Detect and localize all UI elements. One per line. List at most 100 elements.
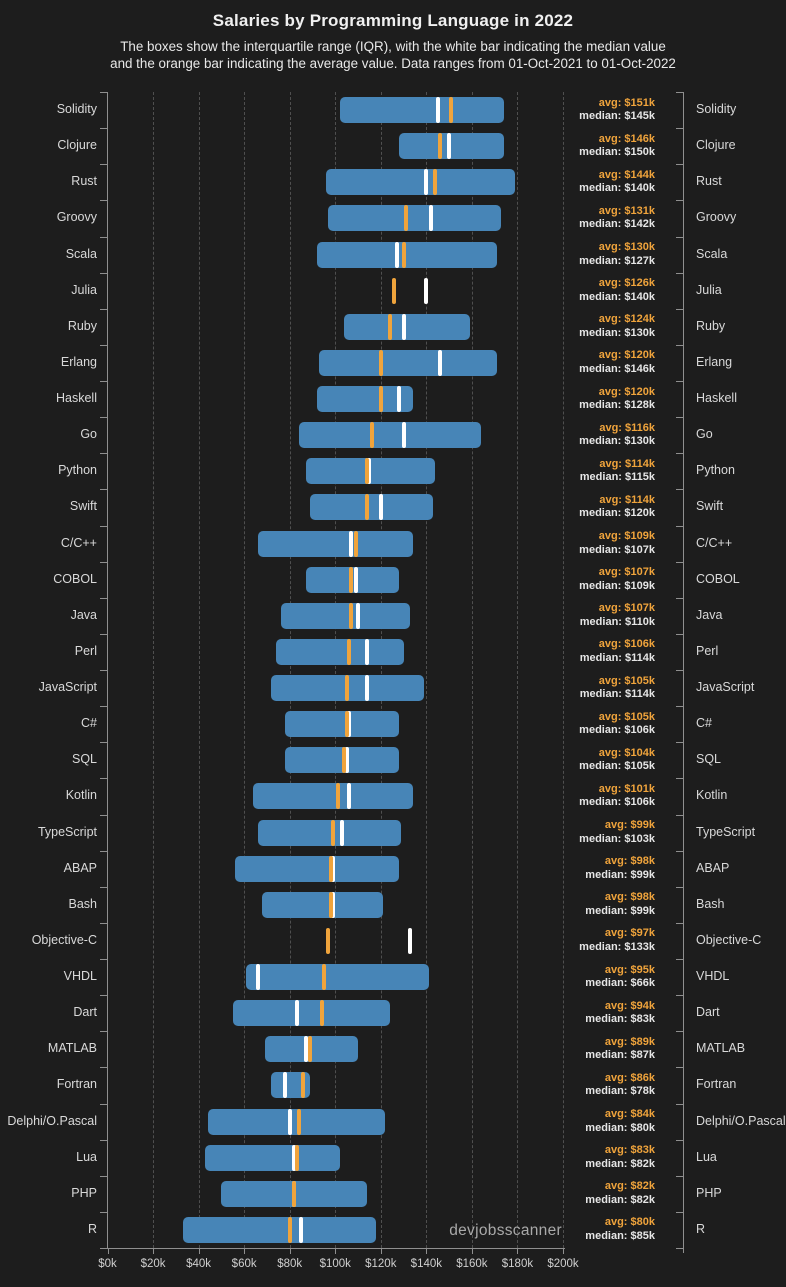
avg-annotation: avg: $120k [598, 349, 655, 362]
y-axis-tick-right [676, 742, 683, 744]
avg-bar [330, 819, 335, 846]
chart-subtitle-line-2: and the orange bar indicating the averag… [110, 56, 676, 71]
y-axis-tick-right [676, 886, 683, 888]
median-annotation: median: $109k [579, 579, 655, 592]
y-axis-tick-right [676, 417, 683, 419]
median-bar [365, 638, 370, 665]
avg-annotation: avg: $98k [604, 855, 655, 868]
y-axis-tick-right [676, 633, 683, 635]
median-annotation: median: $114k [579, 651, 655, 664]
y-axis-tick-left [100, 1211, 107, 1213]
language-label-left: ABAP [63, 860, 97, 875]
avg-annotation: avg: $106k [598, 638, 655, 651]
language-label-left: VHDL [63, 969, 97, 984]
x-axis-tick [107, 1248, 109, 1254]
avg-annotation: avg: $101k [598, 782, 655, 795]
y-axis-tick-left [100, 417, 107, 419]
median-annotation: median: $103k [579, 832, 655, 845]
avg-bar [387, 313, 392, 340]
y-axis-tick-left [100, 959, 107, 960]
y-axis-tick-right [676, 850, 683, 852]
iqr-box [207, 1108, 386, 1135]
language-label-left: Ruby [67, 318, 97, 333]
row-annotation: avg: $130k median: $127k [579, 241, 655, 268]
avg-bar [294, 1144, 299, 1171]
avg-annotation: avg: $146k [598, 132, 655, 145]
y-axis-tick-left [100, 164, 107, 166]
iqr-box [298, 422, 481, 449]
avg-bar [326, 927, 331, 954]
y-axis-tick-left [100, 995, 107, 997]
chart-subtitle-line-1: The boxes show the interquartile range (… [120, 39, 666, 54]
median-annotation: median: $78k [585, 1085, 655, 1098]
median-bar [294, 1000, 299, 1027]
x-axis-tick [380, 1248, 382, 1254]
language-label-left: Solidity [56, 102, 97, 117]
x-tick-label: $80k [277, 1258, 303, 1270]
y-axis-left [107, 92, 108, 1249]
median-annotation: median: $115k [579, 471, 655, 484]
median-annotation: median: $140k [579, 182, 655, 195]
y-axis-tick-left [100, 525, 107, 527]
y-axis-tick-left [100, 742, 107, 744]
avg-annotation: avg: $80k [604, 1216, 655, 1229]
language-label-left: Perl [74, 643, 97, 658]
avg-bar [328, 891, 333, 918]
median-annotation: median: $128k [579, 399, 655, 412]
row-annotation: avg: $99k median: $103k [579, 819, 655, 846]
median-bar [408, 927, 413, 954]
y-axis-tick-left [100, 272, 107, 274]
median-bar [346, 783, 351, 810]
avg-bar [365, 458, 370, 485]
language-label-right: SQL [696, 752, 722, 767]
row-annotation: avg: $114k median: $115k [580, 458, 655, 485]
row-annotation: avg: $83k median: $82k [585, 1144, 655, 1171]
language-label-right: VHDL [696, 969, 730, 984]
median-bar [394, 241, 399, 268]
y-axis-tick-right [676, 1211, 683, 1213]
row-annotation: avg: $126k median: $140k [579, 277, 655, 304]
y-axis-tick-right [676, 1067, 683, 1069]
row-annotation: avg: $84k median: $80k [585, 1108, 655, 1135]
gridline [380, 92, 382, 1248]
median-bar [344, 747, 349, 774]
avg-bar [321, 964, 326, 991]
avg-bar [378, 349, 383, 376]
language-label-right: Solidity [696, 102, 737, 117]
y-axis-tick-right [676, 272, 683, 274]
row-annotation: avg: $97k median: $133k [579, 927, 655, 954]
iqr-box [399, 133, 504, 160]
y-axis-tick-right [676, 1175, 683, 1177]
avg-annotation: avg: $105k [598, 674, 655, 687]
language-label-left: Fortran [56, 1077, 97, 1092]
avg-bar [342, 747, 347, 774]
gridline [244, 92, 246, 1248]
avg-annotation: avg: $126k [598, 277, 655, 290]
iqr-box [285, 711, 400, 738]
language-label-left: Lua [76, 1149, 97, 1164]
language-label-left: Clojure [57, 138, 97, 153]
language-label-right: Lua [696, 1149, 717, 1164]
language-label-left: Rust [71, 174, 97, 189]
median-annotation: median: $145k [579, 110, 655, 123]
median-annotation: median: $105k [579, 760, 655, 773]
language-label-right: C/C++ [696, 535, 733, 550]
median-bar [435, 97, 440, 124]
iqr-box [339, 97, 504, 124]
language-label-right: Groovy [696, 210, 737, 225]
language-label-right: Go [696, 427, 713, 442]
iqr-box [276, 638, 404, 665]
y-axis-tick-left [100, 453, 107, 455]
y-axis-tick-left [100, 1067, 107, 1069]
avg-annotation: avg: $105k [598, 710, 655, 723]
x-tick-label: $200k [547, 1258, 579, 1270]
iqr-box [232, 1000, 390, 1027]
median-bar [255, 964, 260, 991]
x-tick-label: $140k [410, 1258, 443, 1270]
row-annotation: avg: $105k median: $106k [579, 711, 655, 738]
avg-annotation: avg: $89k [604, 1035, 655, 1048]
avg-bar [349, 566, 354, 593]
median-bar [397, 386, 402, 413]
language-label-left: SQL [71, 752, 97, 767]
language-label-left: Groovy [56, 210, 97, 225]
